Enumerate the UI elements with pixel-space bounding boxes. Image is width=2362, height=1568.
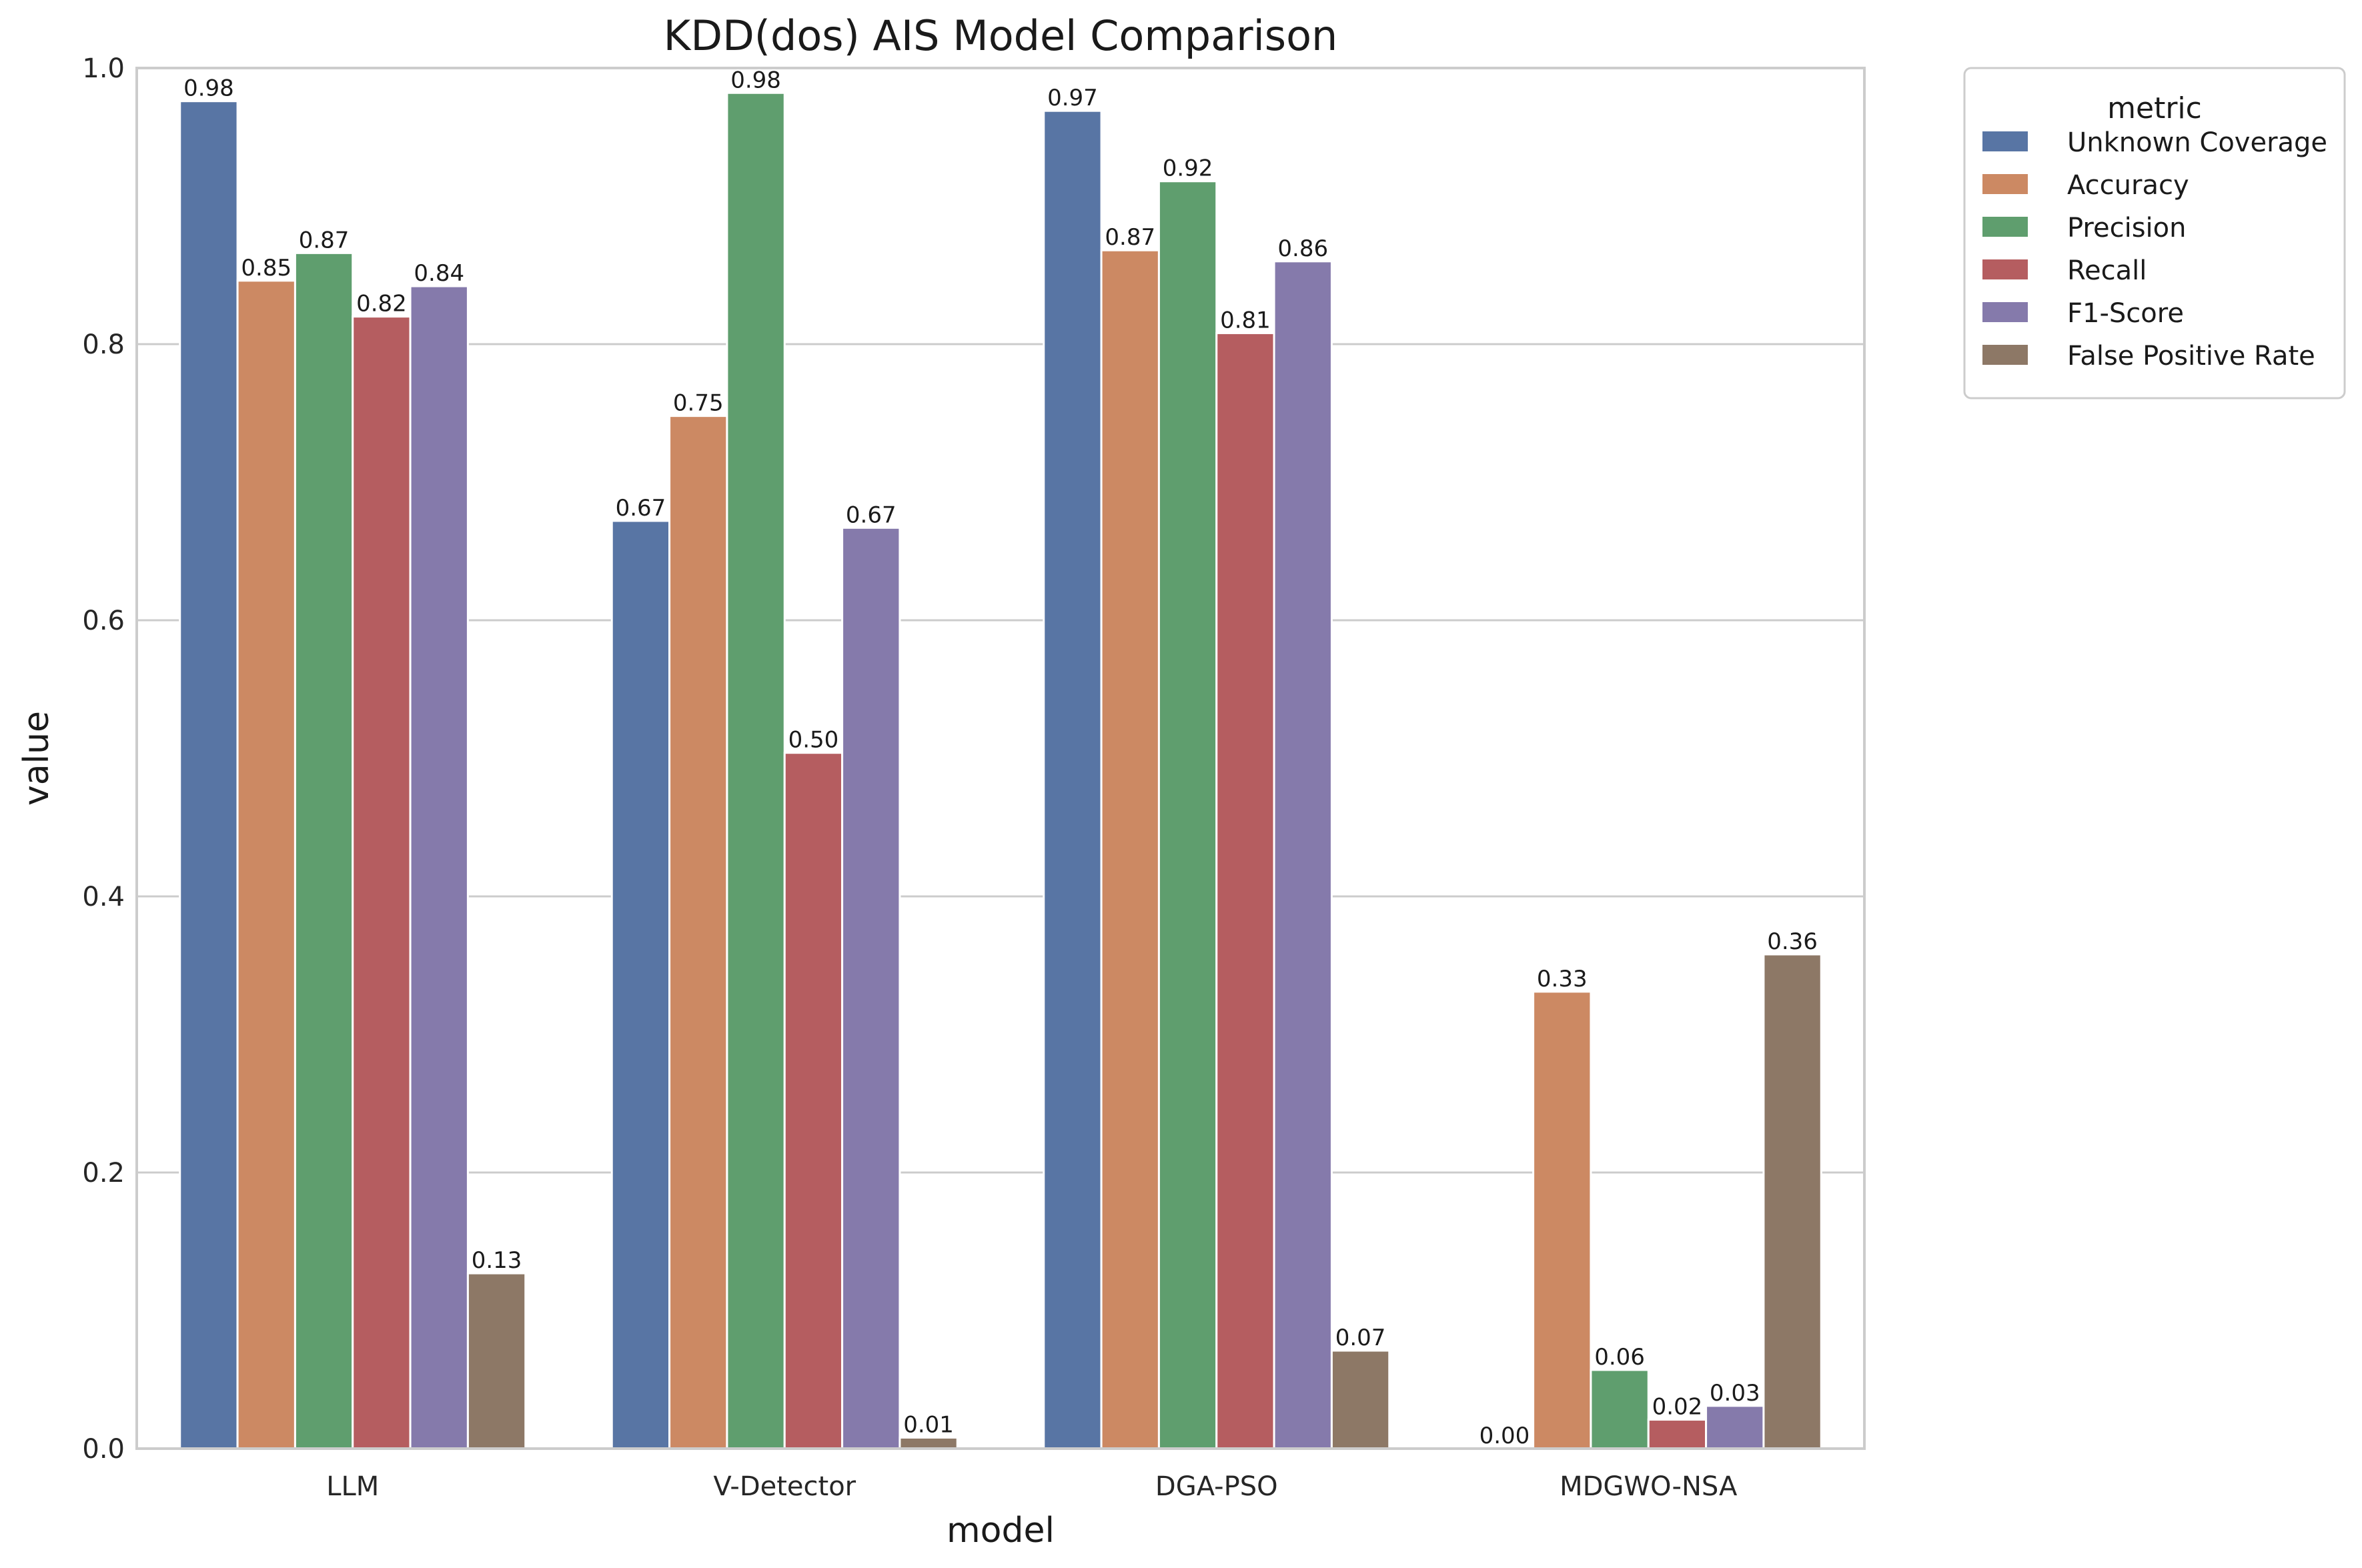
bar [1330, 1349, 1391, 1450]
legend-swatch [1982, 131, 2028, 151]
legend-label: Recall [2067, 255, 2147, 286]
y-tick-label: 0.8 [82, 329, 125, 360]
bar-value-label: 0.33 [1537, 966, 1588, 992]
bar-value-label: 0.86 [1277, 235, 1328, 262]
bar-value-label: 0.07 [1335, 1325, 1386, 1351]
y-tick-label: 1.0 [82, 53, 125, 84]
bar-value-label: 0.02 [1652, 1394, 1703, 1421]
bar [1157, 180, 1218, 1450]
bar-value-label: 0.50 [788, 727, 839, 754]
bar [1647, 1419, 1708, 1450]
bar [726, 91, 786, 1450]
bar [899, 1436, 959, 1450]
bar [1590, 1369, 1650, 1450]
bar-value-label: 0.67 [616, 495, 666, 522]
y-tick-label: 0.2 [82, 1158, 125, 1189]
legend-label: Unknown Coverage [2067, 127, 2327, 158]
plot-area-frame [135, 67, 1866, 1450]
bar-value-label: 0.01 [903, 1411, 954, 1438]
chart-title: KDD(dos) AIS Model Comparison [664, 11, 1338, 60]
legend-title: metric [2107, 91, 2202, 125]
x-axis-ticks: LLM V-Detector DGA-PSO MDGWO-NSA [326, 1471, 1738, 1502]
legend-label: F1-Score [2067, 298, 2184, 329]
bar-value-label: 0.06 [1594, 1344, 1645, 1371]
bar-value-label: 0.92 [1163, 155, 1213, 182]
bar-value-label: 0.87 [299, 227, 350, 253]
bar-value-label: 0.84 [414, 260, 464, 287]
data-labels: 0.98 0.85 0.87 0.82 0.84 0.13 0.67 0.75 0.98 0.50… [183, 67, 1818, 1449]
y-axis-title: value [17, 711, 57, 806]
bar-value-label: 0.85 [241, 255, 291, 281]
x-tick-label: LLM [326, 1471, 379, 1502]
legend-items: Unknown Coverage Accuracy Precision Recall F… [1982, 127, 2327, 371]
bar [1532, 990, 1592, 1450]
bar [179, 100, 239, 1450]
bar-value-label: 0.98 [730, 67, 781, 93]
bar [610, 520, 671, 1450]
bar [466, 1272, 527, 1450]
bar-value-label: 0.36 [1767, 928, 1818, 955]
bar [668, 415, 728, 1450]
y-axis-ticks: 0.0 0.2 0.4 0.6 0.8 1.0 [82, 53, 125, 1465]
bar [1043, 109, 1103, 1450]
bars [179, 91, 1822, 1450]
bar-value-label: 0.82 [356, 291, 407, 317]
y-tick-label: 0.0 [82, 1434, 125, 1465]
x-tick-label: MDGWO-NSA [1560, 1471, 1738, 1502]
bar-value-label: 0.67 [846, 502, 897, 528]
bar [1215, 331, 1275, 1450]
bar [841, 526, 901, 1450]
legend-swatch [1982, 302, 2028, 322]
bar [352, 315, 412, 1450]
legend-swatch [1982, 345, 2028, 365]
bar [1762, 953, 1822, 1450]
bar-value-label: 0.98 [183, 75, 234, 102]
x-tick-label: V-Detector [713, 1471, 856, 1502]
bar [1100, 249, 1160, 1450]
legend-label: Precision [2067, 213, 2186, 243]
bar-value-label: 0.13 [472, 1247, 522, 1274]
bar-value-label: 0.81 [1220, 307, 1271, 333]
legend-swatch [1982, 217, 2028, 237]
bar-value-label: 0.03 [1710, 1380, 1760, 1407]
legend-swatch [1982, 259, 2028, 279]
legend-box [1963, 67, 2346, 400]
legend-swatch [1982, 174, 2028, 194]
bar [236, 279, 296, 1450]
bar-value-label: 0.00 [1480, 1423, 1530, 1449]
legend-label: Accuracy [2067, 170, 2189, 201]
bar [409, 285, 469, 1450]
bar [293, 251, 354, 1450]
legend: metric Unknown Coverage Accuracy Precision… [1963, 67, 2346, 400]
bar-value-label: 0.87 [1105, 224, 1155, 251]
bar [1273, 260, 1333, 1450]
bar-value-label: 0.97 [1047, 85, 1098, 111]
bar [1705, 1405, 1765, 1450]
y-tick-label: 0.4 [82, 882, 125, 912]
bar-value-label: 0.75 [673, 390, 724, 417]
x-axis-title: model [947, 1511, 1055, 1551]
y-tick-label: 0.6 [82, 606, 125, 636]
bar [783, 752, 844, 1450]
legend-label: False Positive Rate [2067, 341, 2315, 371]
x-tick-label: DGA-PSO [1155, 1471, 1278, 1502]
